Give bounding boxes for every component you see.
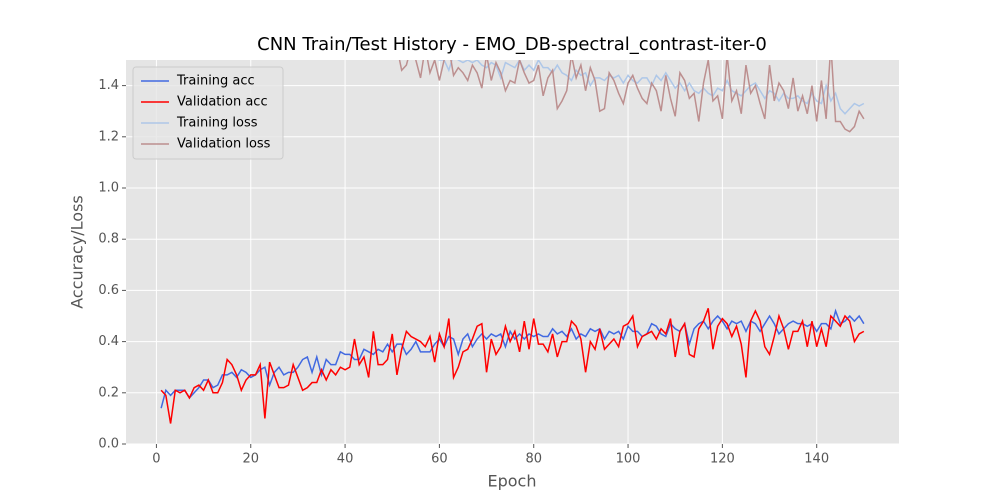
y-tick-label: 1.0 (98, 181, 119, 196)
legend-label: Validation acc (177, 95, 268, 110)
y-tick-label: 0.6 (98, 283, 119, 298)
y-tick-label: 0.2 (98, 385, 119, 400)
legend-label: Training loss (176, 116, 258, 131)
legend-label: Validation loss (177, 137, 271, 152)
y-tick-label: 0.0 (98, 437, 119, 452)
x-tick-label: 20 (242, 452, 259, 467)
lines (160, 60, 865, 424)
series-line (160, 308, 865, 424)
y-tick-label: 0.4 (98, 334, 119, 349)
x-tick-label: 80 (525, 452, 542, 467)
legend: Training acc Validation acc Training loss V… (132, 66, 284, 160)
x-tick-label: 0 (152, 452, 160, 467)
y-tick-label: 1.2 (98, 129, 119, 144)
legend-label: Training acc (176, 74, 255, 89)
y-tick-label: 1.4 (98, 78, 119, 93)
x-tick-label: 60 (431, 452, 448, 467)
legend-box (132, 66, 284, 160)
series-line (437, 60, 865, 115)
x-tick-label: 140 (804, 452, 829, 467)
y-tick-label: 0.8 (98, 232, 119, 247)
x-tick-label: 100 (616, 452, 641, 467)
x-tick-label: 40 (337, 452, 354, 467)
x-tick-label: 120 (710, 452, 735, 467)
x-axis-label: Epoch (488, 472, 537, 491)
series-line (398, 60, 865, 133)
y-axis-label: Accuracy/Loss (68, 195, 87, 309)
chart-title: CNN Train/Test History - EMO_DB-spectral… (257, 34, 767, 55)
